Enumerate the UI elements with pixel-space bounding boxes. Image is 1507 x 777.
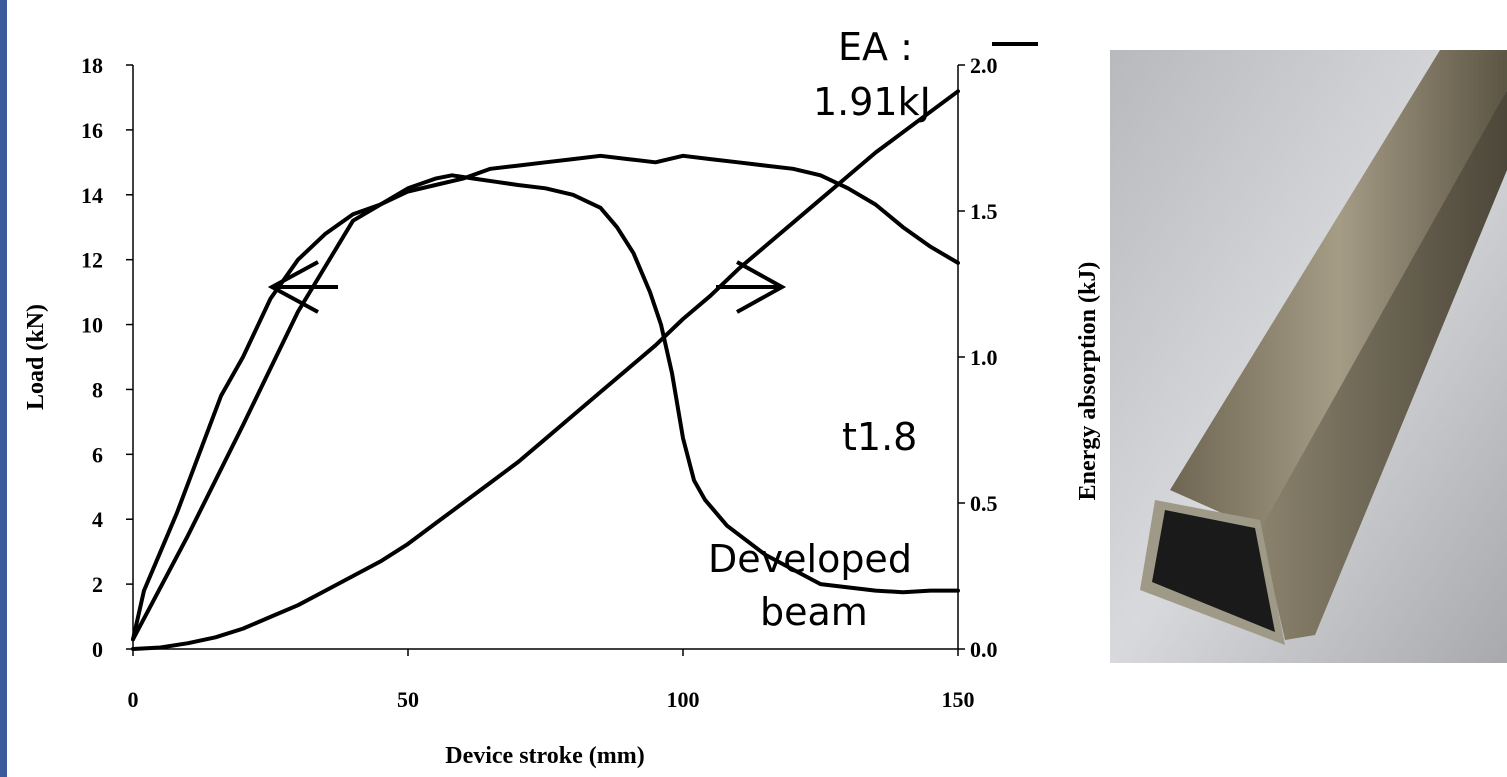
- y-tick-label: 4: [92, 507, 103, 532]
- load-curve-measured: [131, 153, 960, 642]
- y-tick-label: 10: [81, 313, 103, 338]
- y-tick-label: 16: [81, 118, 103, 143]
- bottom-axis-ticks: 0 50 100 150: [128, 649, 975, 712]
- ea-label: EA :: [838, 25, 913, 69]
- y2-axis-title: Energy absorption (kJ): [1075, 262, 1100, 501]
- y-tick-label: 8: [92, 377, 103, 402]
- y-tick-label: 12: [81, 248, 103, 273]
- y2-tick-label: 0.5: [970, 491, 998, 516]
- y-tick-label: 18: [81, 53, 103, 78]
- load-energy-chart: 0 2 4 6 8 10 12 14 16 18 0.0 0.5 1.0 1.5 2.0 0 50 100 15…: [23, 25, 1100, 769]
- left-axis-ticks: 0 2 4 6 8 10 12 14 16 18: [81, 53, 133, 662]
- y-tick-label: 2: [92, 572, 103, 597]
- series-lines: [131, 89, 960, 651]
- left-accent-bar: [0, 0, 7, 777]
- x-tick-label: 0: [128, 687, 139, 712]
- beam-photo: [1110, 50, 1507, 663]
- square-tube-beam-icon: [1110, 50, 1507, 663]
- developed-label-line2: beam: [760, 590, 868, 634]
- y2-tick-label: 0.0: [970, 637, 998, 662]
- y2-tick-label: 1.5: [970, 199, 998, 224]
- thickness-label: t1.8: [842, 415, 917, 459]
- developed-label-line1: Developed: [708, 537, 912, 581]
- ea-value: 1.91kJ: [813, 80, 931, 124]
- x-tick-label: 100: [667, 687, 700, 712]
- right-axis-ticks: 0.0 0.5 1.0 1.5 2.0: [958, 53, 998, 662]
- energy-absorption-curve: [131, 89, 960, 651]
- y-tick-label: 6: [92, 442, 103, 467]
- y-axis-title: Load (kN): [23, 304, 49, 410]
- y2-tick-label: 1.0: [970, 345, 998, 370]
- x-tick-label: 150: [942, 687, 975, 712]
- y-tick-label: 0: [92, 637, 103, 662]
- direction-arrows: [267, 260, 787, 314]
- y-tick-label: 14: [81, 183, 103, 208]
- x-axis-title: Device stroke (mm): [445, 743, 644, 769]
- y2-tick-label: 2.0: [970, 53, 998, 78]
- load-curve-developed-beam: [131, 173, 960, 642]
- x-tick-label: 50: [397, 687, 419, 712]
